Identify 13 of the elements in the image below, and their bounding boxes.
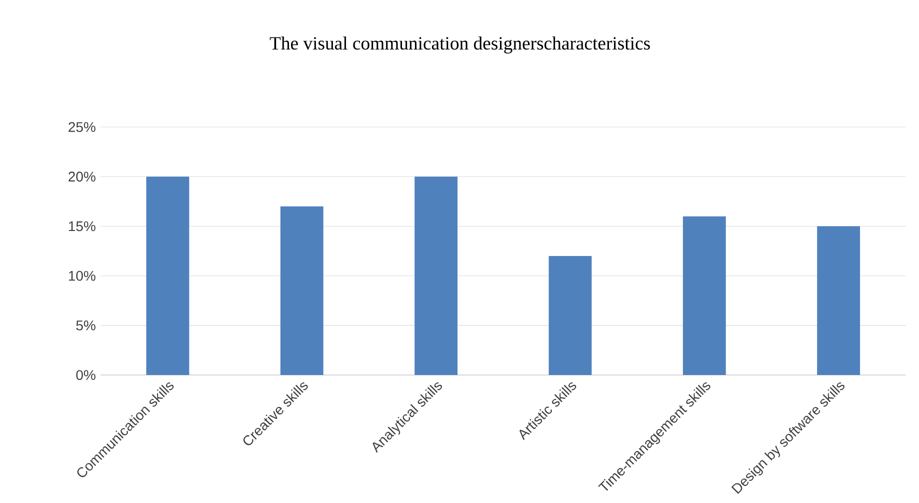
y-tick-label: 10% [68, 270, 96, 281]
bar [817, 226, 860, 376]
chart-title: The visual communication designerscharacteristics [270, 36, 650, 54]
bar [414, 176, 458, 376]
y-tick-label: 5% [76, 320, 96, 330]
y-tick-label: 20% [68, 172, 96, 182]
y-tick-label: 25% [68, 122, 96, 132]
y-tick-label: 15% [68, 221, 96, 232]
y-tick-label: 0% [76, 370, 96, 380]
bar [682, 216, 726, 376]
bar [548, 256, 592, 376]
bar [280, 206, 324, 376]
bar [146, 176, 190, 376]
